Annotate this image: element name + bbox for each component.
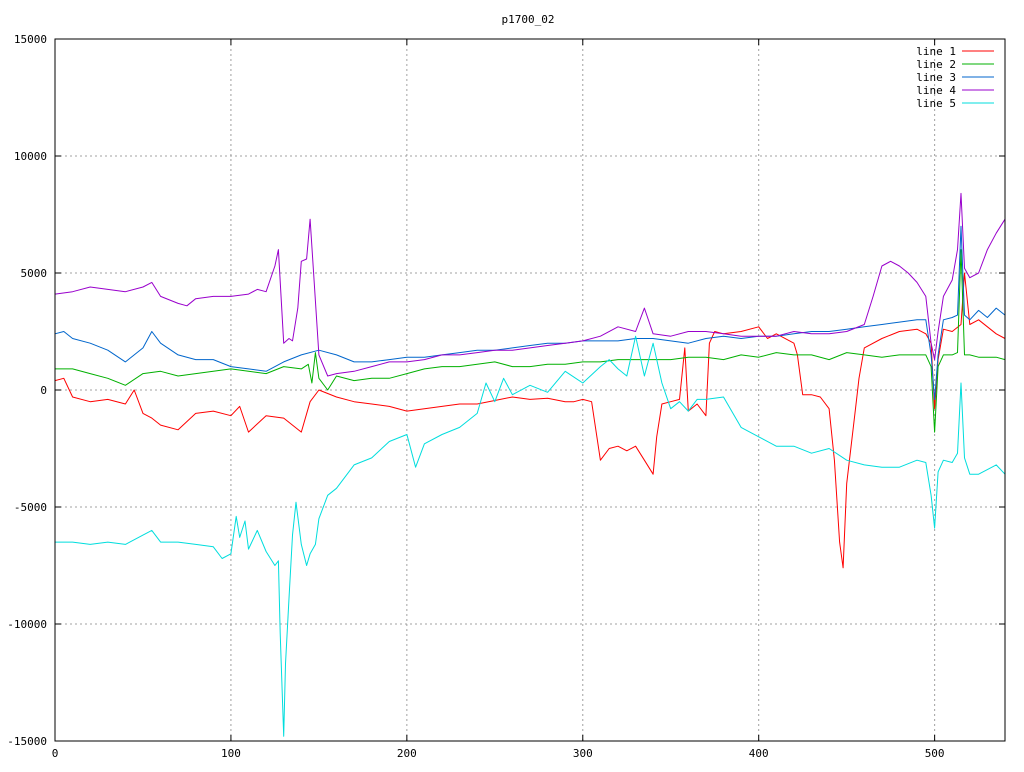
x-tick-label: 200: [397, 747, 417, 760]
x-tick-label: 400: [749, 747, 769, 760]
chart-title: p1700_02: [502, 13, 555, 26]
y-tick-label: 10000: [14, 150, 47, 163]
series-line-5: [55, 335, 1006, 737]
y-tick-label: 15000: [14, 33, 47, 46]
legend-label: line 2: [916, 58, 956, 71]
y-tick-label: 5000: [21, 267, 48, 280]
legend-label: line 4: [916, 84, 956, 97]
legend-label: line 1: [916, 45, 956, 58]
x-tick-label: 300: [573, 747, 593, 760]
y-tick-label: -5000: [14, 501, 47, 514]
y-tick-label: -15000: [7, 735, 47, 748]
series-line-3: [54, 225, 1006, 400]
axis-ticks: 0 100 200 300 400 500 -15000 -10000 -5000 0 5000 10…: [7, 33, 1005, 760]
y-tick-label: -10000: [7, 618, 47, 631]
y-tick-label: 0: [40, 384, 47, 397]
legend-label: line 5: [916, 97, 956, 110]
x-tick-label: 0: [52, 747, 59, 760]
x-tick-label: 500: [925, 747, 945, 760]
series-line-1: [54, 272, 1006, 569]
x-tick-label: 100: [221, 747, 241, 760]
series-line-2: [55, 249, 1006, 433]
grid-lines: [55, 39, 1005, 741]
legend-label: line 3: [916, 71, 956, 84]
series-line-4: [54, 192, 1006, 377]
series-group: [54, 192, 1006, 737]
